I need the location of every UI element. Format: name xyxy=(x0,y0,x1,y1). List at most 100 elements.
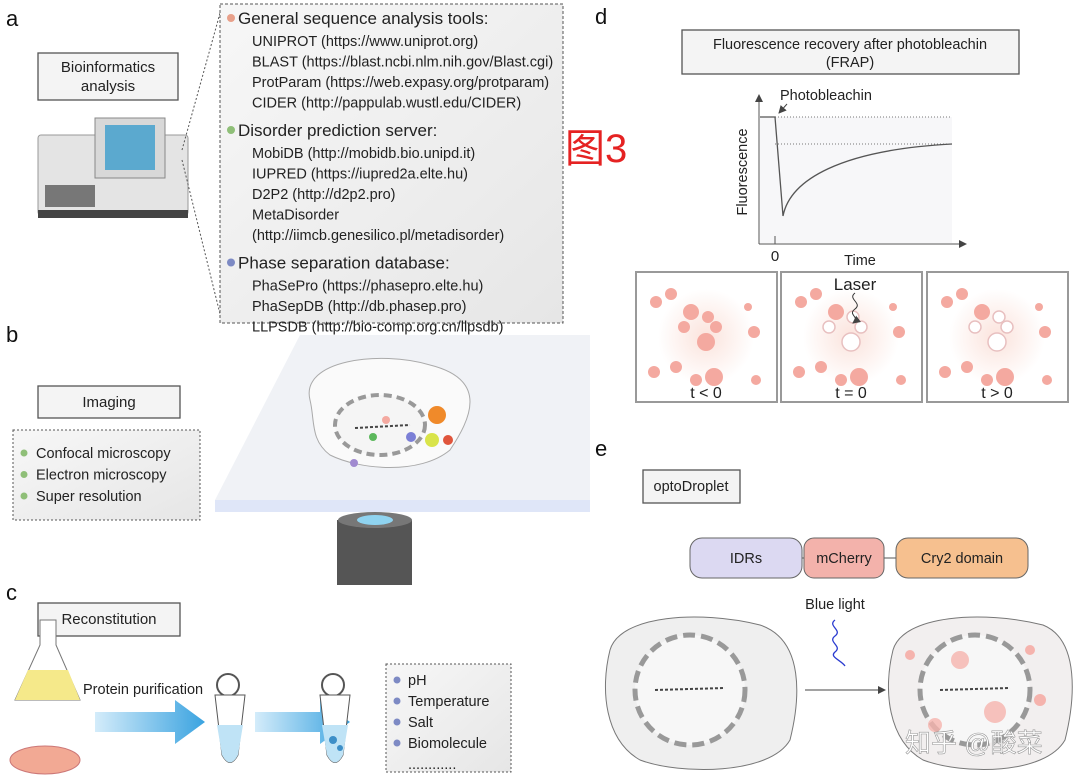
arrow-icon xyxy=(95,700,205,744)
tube-icon xyxy=(214,673,246,763)
panel-a: Bioinformatics analysis General sequence… xyxy=(37,3,564,336)
droplet xyxy=(683,304,699,320)
droplet xyxy=(710,321,722,333)
domain-idrs-label: IDRs xyxy=(730,551,762,567)
tool-item: PhaSePro (https://phasepro.elte.hu) xyxy=(252,279,483,295)
blue-light-label: Blue light xyxy=(805,597,865,613)
blue-light-icon xyxy=(832,619,846,667)
droplet xyxy=(702,311,714,323)
optodroplet-title-box xyxy=(642,469,741,504)
droplet xyxy=(961,361,973,373)
droplet xyxy=(974,304,990,320)
droplet xyxy=(1035,303,1043,311)
bullet-icon xyxy=(393,697,401,705)
droplet xyxy=(670,361,682,373)
droplet xyxy=(1000,320,1014,334)
domain-idrs xyxy=(689,537,803,579)
imaging-title: Imaging xyxy=(82,394,135,411)
tool-item: LLPSDB (http://bio-comp.org.cn/llpsdb) xyxy=(252,320,503,336)
panel-b: Imaging Confocal microscopy Electron micr… xyxy=(12,335,590,585)
panel-label-e: e xyxy=(595,436,607,461)
tool-item: ProtParam (https://web.expasy.org/protpa… xyxy=(252,75,549,91)
droplet xyxy=(828,304,844,320)
panel-label-a: a xyxy=(6,6,19,31)
figure-tag: 图3 xyxy=(565,127,627,171)
bullet-icon xyxy=(227,14,235,22)
bioinformatics-title-line1: Bioinformatics xyxy=(61,59,155,76)
cell-on-slide-illustration xyxy=(215,335,590,512)
imaging-list-box xyxy=(12,429,201,521)
droplet xyxy=(1042,375,1052,385)
group-heading: Disorder prediction server: xyxy=(238,121,437,140)
droplet xyxy=(648,366,660,378)
droplet xyxy=(996,368,1014,386)
group-heading: Phase separation database: xyxy=(238,254,450,273)
conditions-list-box xyxy=(385,663,512,773)
bullet-icon xyxy=(20,492,28,500)
group-heading: General sequence analysis tools: xyxy=(238,9,488,28)
domain-cry2 xyxy=(895,537,1029,579)
droplet xyxy=(665,288,677,300)
bullet-icon xyxy=(393,739,401,747)
protein-purification-label: Protein purification xyxy=(83,682,203,698)
petri-dish-icon xyxy=(9,745,81,775)
domain-cry2-label: Cry2 domain xyxy=(921,551,1003,567)
photobleach-annotation: Photobleachin xyxy=(780,88,872,104)
tool-item: (http://iimcb.genesilico.pl/metadisorder… xyxy=(252,228,504,244)
panel-e: optoDroplet IDRs mCherry Cry2 domain Blu… xyxy=(605,469,1073,771)
condition-item: Temperature xyxy=(408,694,489,710)
condition-item: ............ xyxy=(408,757,456,773)
bioinformatics-title-line2: analysis xyxy=(81,78,135,95)
tool-item: IUPRED (https://iupred2a.elte.hu) xyxy=(252,167,468,183)
sequencer-machine-icon xyxy=(37,117,189,218)
objective-lens-icon xyxy=(337,512,412,585)
tool-item: MobiDB (http://mobidb.bio.unipd.it) xyxy=(252,146,475,162)
droplet xyxy=(889,303,897,311)
imaging-method: Confocal microscopy xyxy=(36,446,171,462)
droplet xyxy=(744,303,752,311)
droplet xyxy=(987,332,1007,352)
droplet xyxy=(793,366,805,378)
bullet-icon xyxy=(20,449,28,457)
droplet xyxy=(854,320,868,334)
optodroplet-title: optoDroplet xyxy=(654,479,729,495)
droplet xyxy=(705,368,723,386)
snapshot-time-label: t = 0 xyxy=(835,385,867,402)
droplet xyxy=(941,296,953,308)
bullet-icon xyxy=(393,718,401,726)
droplet xyxy=(835,374,847,386)
droplet xyxy=(748,326,760,338)
bioinformatics-title-box xyxy=(37,52,179,101)
tool-item: CIDER (http://pappulab.wustl.edu/CIDER) xyxy=(252,96,521,112)
droplet xyxy=(697,333,715,351)
snapshot-time-label: t > 0 xyxy=(981,385,1013,402)
panel-c: Reconstitution Protein purification pH Te… xyxy=(9,602,512,775)
droplet xyxy=(690,374,702,386)
droplet xyxy=(795,296,807,308)
panel-d: 图3 Fluorescence recovery after photoblea… xyxy=(565,29,1069,403)
bullet-icon xyxy=(393,676,401,684)
droplet xyxy=(850,368,868,386)
laser-icon xyxy=(851,292,861,324)
tool-item: UNIPROT (https://www.uniprot.org) xyxy=(252,34,478,50)
tool-item: MetaDisorder xyxy=(252,208,339,224)
droplet xyxy=(992,310,1006,324)
x-axis-label: Time xyxy=(844,253,876,269)
imaging-title-box xyxy=(37,385,181,419)
droplet xyxy=(810,288,822,300)
watermark: 知乎 @酸菜 xyxy=(905,728,1043,758)
droplet xyxy=(846,310,860,324)
domain-mcherry-label: mCherry xyxy=(816,551,872,567)
droplet xyxy=(822,320,836,334)
cell-after-illustration xyxy=(888,616,1073,771)
cell-before-illustration xyxy=(605,616,798,770)
droplet xyxy=(893,326,905,338)
droplet xyxy=(968,320,982,334)
panel-label-b: b xyxy=(6,322,18,347)
droplet xyxy=(939,366,951,378)
panel-label-c: c xyxy=(6,580,17,605)
reconstitution-title-box xyxy=(37,602,181,637)
droplet xyxy=(956,288,968,300)
tool-item: D2P2 (http://d2p2.pro) xyxy=(252,187,395,203)
droplet xyxy=(678,321,690,333)
